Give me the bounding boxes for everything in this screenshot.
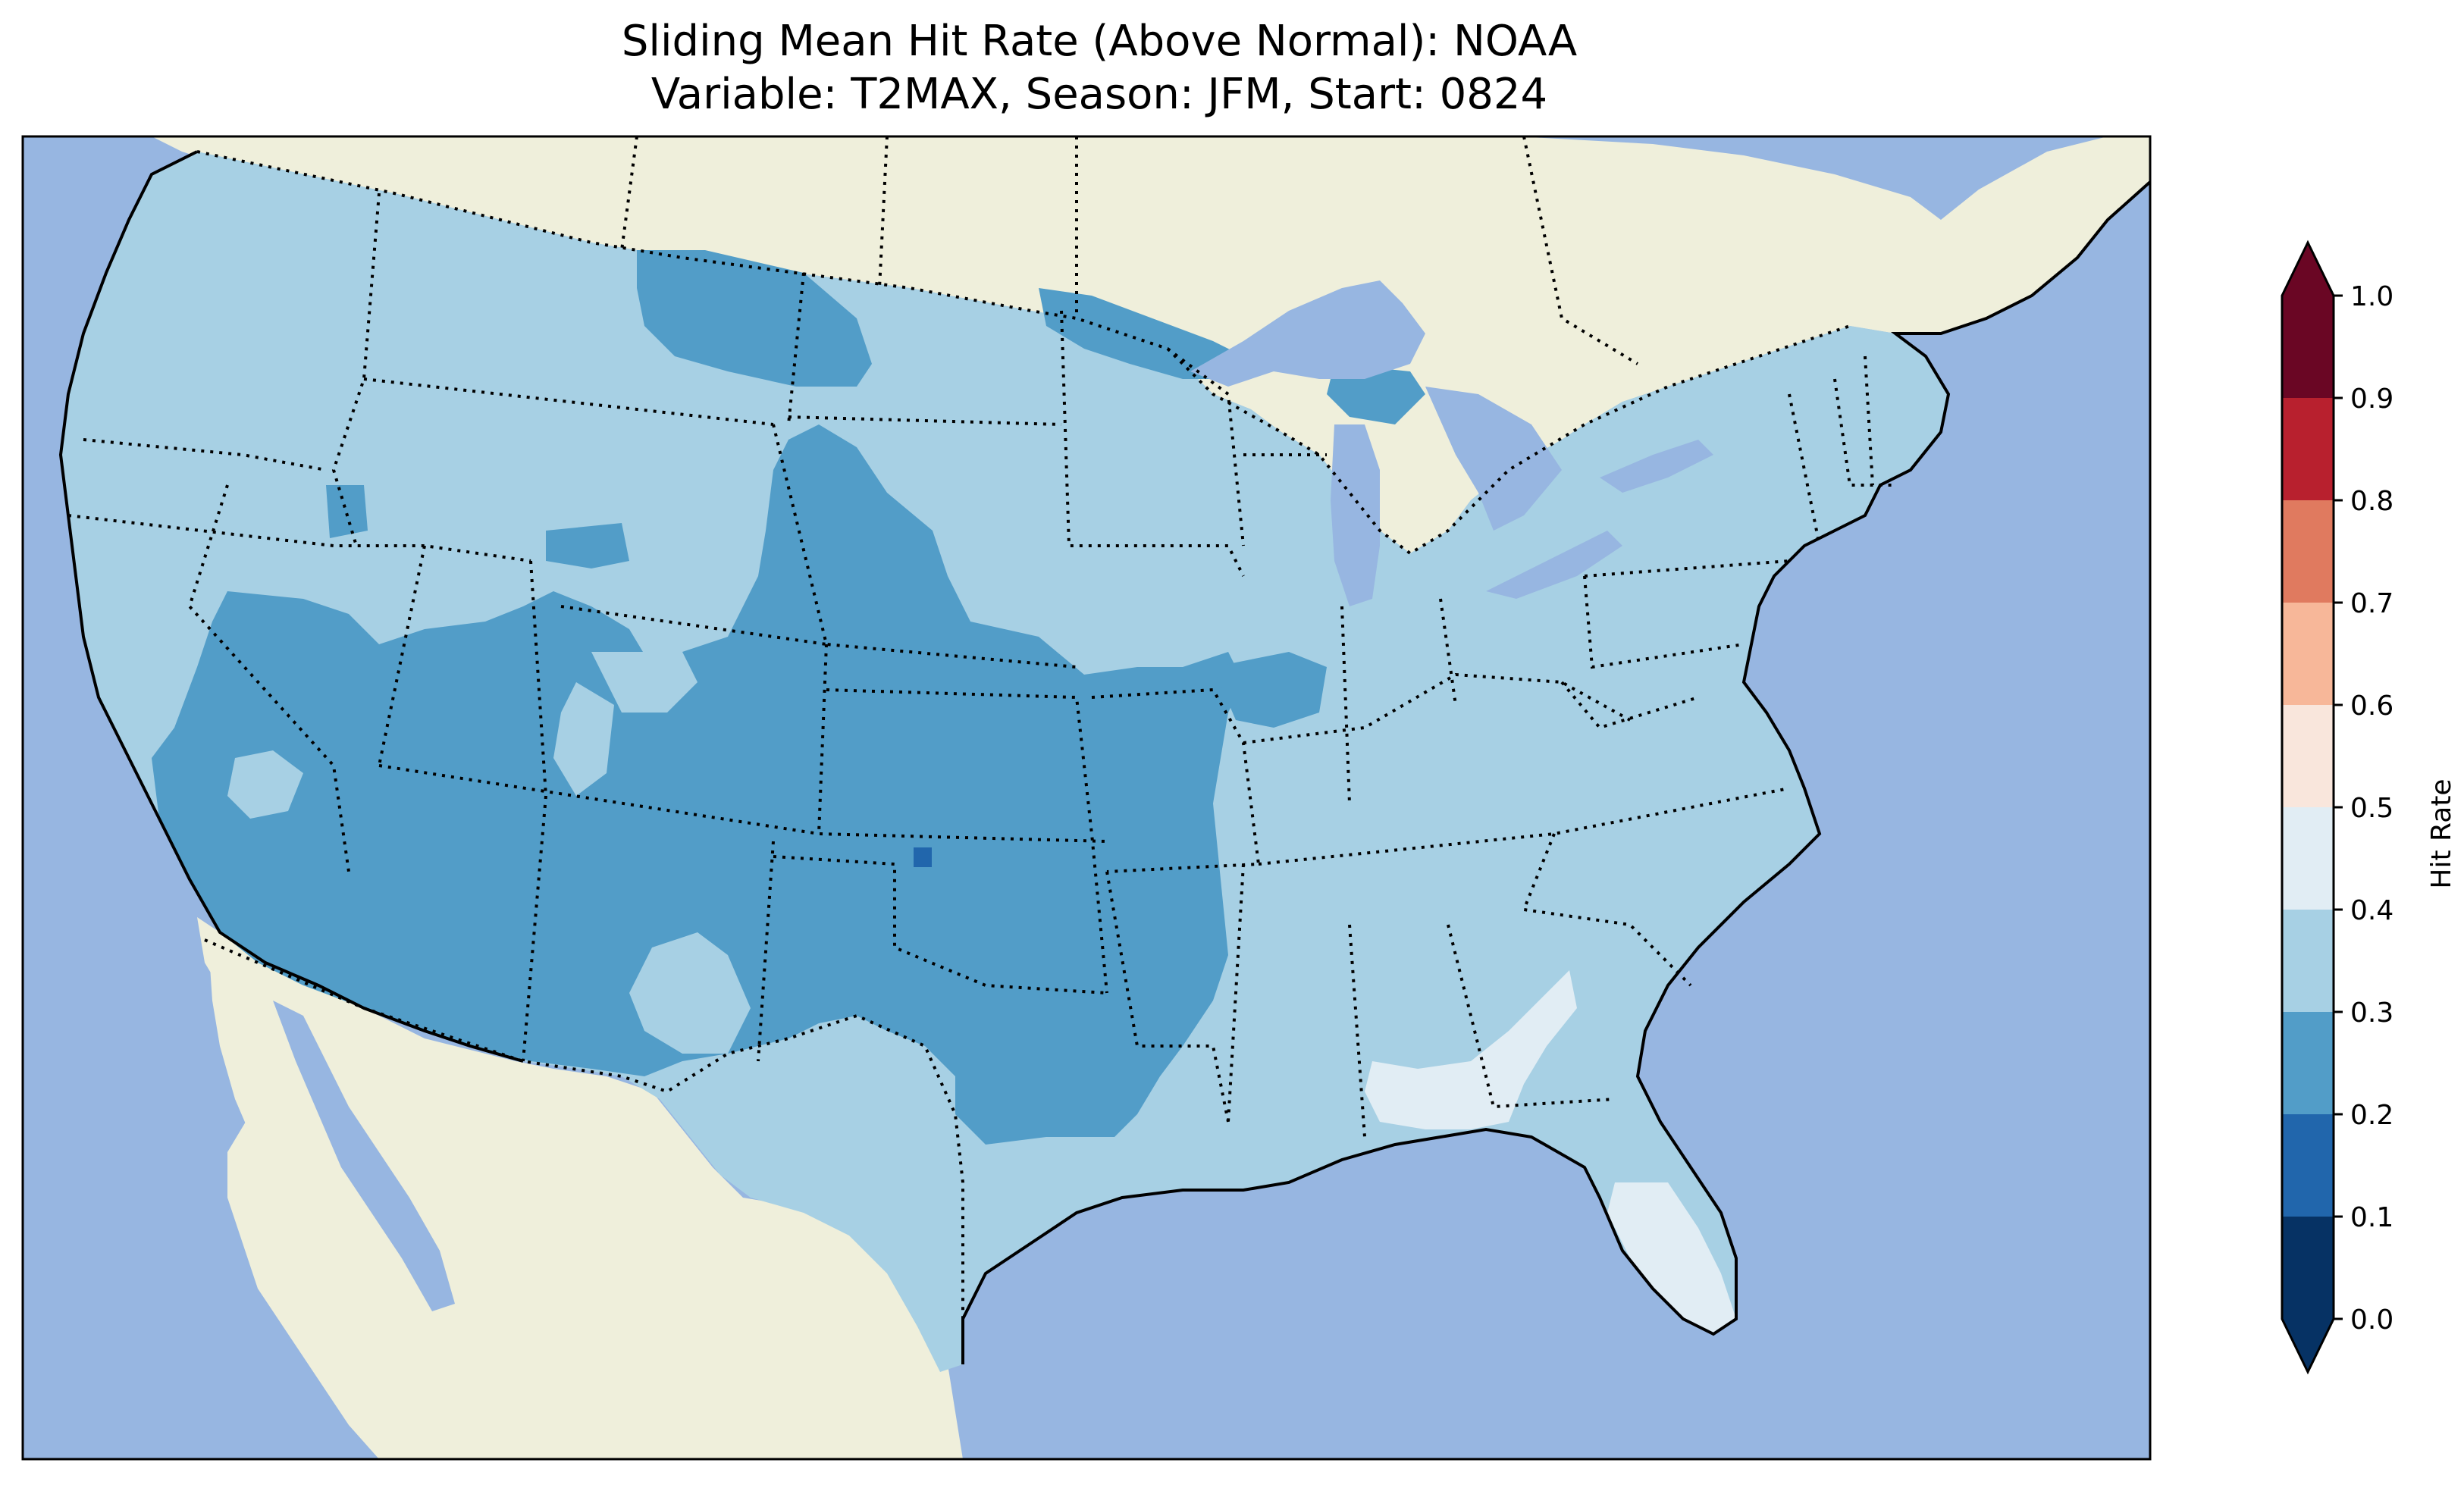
colorbar-tick-label: 1.0 — [2350, 281, 2393, 312]
chart-title: Sliding Mean Hit Rate (Above Normal): NO… — [621, 17, 1578, 66]
state-border-ne-ks — [826, 688, 1108, 994]
colorbar-label: Hit Rate — [2426, 778, 2457, 888]
state-border-nv-ut — [378, 545, 426, 766]
colorbar-bin-4 — [2282, 807, 2334, 910]
georgia-alabama-region — [1365, 970, 1577, 1129]
colorbar-bin-2 — [2282, 1012, 2334, 1114]
lake-superior — [1190, 280, 1425, 387]
colorbar-bin-0 — [2282, 1217, 2334, 1319]
colorbar-tick-label: 0.6 — [2350, 691, 2393, 722]
utah-hole — [553, 682, 614, 796]
colorbar-bin-7 — [2282, 500, 2334, 603]
state-borders — [67, 136, 1895, 1319]
nevada-hole — [227, 750, 303, 819]
great-lakes — [1190, 280, 1713, 606]
colorbar-bins — [2282, 296, 2334, 1319]
lake-ontario — [1600, 440, 1713, 493]
hit-rate-0.2-0.3-regions — [152, 250, 1425, 1145]
florida-region — [1607, 1182, 1736, 1334]
colorbar-bin-3 — [2282, 910, 2334, 1012]
colorbar-bin-6 — [2282, 603, 2334, 705]
state-border-nm-tx — [757, 841, 775, 1062]
lake-huron — [1425, 387, 1562, 531]
lake-michigan — [1331, 424, 1380, 606]
lake-erie — [1486, 531, 1622, 599]
state-border-oh-pa — [1583, 575, 1745, 669]
new-mexico-hole — [629, 932, 751, 1054]
colorbar-upper-extension — [2282, 243, 2334, 296]
colorbar-tick-label: 0.4 — [2350, 895, 2393, 926]
state-border-ny-pa — [1584, 393, 1821, 578]
colorbar-lower-extension — [2282, 1319, 2334, 1372]
canada-land — [152, 136, 2150, 553]
colorbar-bin-1 — [2282, 1114, 2334, 1217]
state-border-mn-ia — [1060, 310, 1245, 577]
map-frame — [21, 135, 2152, 1461]
colorbar-tick-label: 0.1 — [2350, 1202, 2393, 1233]
colorbar-tick-label: 0.9 — [2350, 384, 2393, 415]
hit-rate-0.4-0.5-regions — [1365, 970, 1736, 1334]
colorbar-bin-5 — [2282, 705, 2334, 807]
northern-plains-region — [637, 250, 872, 387]
state-border-ut-co — [529, 560, 827, 797]
colorbar-tick-label: 0.7 — [2350, 588, 2393, 619]
colorbar-bin-9 — [2282, 296, 2334, 398]
state-border-or-ca-nv — [67, 514, 531, 562]
chart-subtitle: Variable: T2MAX, Season: JFM, Start: 082… — [650, 70, 1548, 119]
state-border-az-nm — [378, 764, 1108, 843]
state-border-id — [331, 193, 381, 547]
state-border-dakotas — [772, 272, 1077, 669]
colorado-west-hole — [591, 652, 698, 713]
southwest-main-region — [152, 424, 1243, 1145]
state-border-new-england — [1833, 355, 1895, 487]
state-border-wi-mi — [1166, 347, 1327, 547]
colorbar-tick-label: 0.3 — [2350, 998, 2393, 1029]
state-border-ar-la — [1105, 871, 1230, 1123]
wyoming-spot — [546, 523, 629, 568]
hit-rate-0.3-0.4-interior — [227, 652, 751, 1054]
oklahoma-spot — [914, 847, 932, 867]
canada-provinces — [620, 136, 1639, 365]
idaho-spot — [326, 485, 368, 538]
colorbar-outline — [2281, 240, 2335, 1375]
colorbar-tick-label: 0.5 — [2350, 793, 2393, 824]
great-lakes-band — [1039, 288, 1243, 379]
colorbar-tick-label: 0.2 — [2350, 1100, 2393, 1131]
colorbar-ticks: 0.0 0.1 0.2 0.3 0.4 0.5 0.6 0.7 0.8 0.9 1.0 — [2334, 281, 2393, 1336]
state-border-il-in — [1340, 598, 1457, 804]
missouri-region — [1213, 652, 1327, 728]
colorbar-tick-label: 0.8 — [2350, 486, 2393, 517]
gulf-of-california — [273, 1001, 455, 1311]
state-border-tn-ky — [1258, 787, 1790, 866]
colorbar-bin-8 — [2282, 398, 2334, 500]
state-border-ms-al — [1227, 863, 1616, 1138]
colorbar-tick-label: 0.0 — [2350, 1305, 2393, 1336]
baja-peninsula — [208, 944, 428, 1410]
us-mexico-border — [204, 938, 964, 1319]
state-border-ky-oh — [1243, 672, 1631, 744]
state-border-va-nc — [1522, 681, 1699, 987]
